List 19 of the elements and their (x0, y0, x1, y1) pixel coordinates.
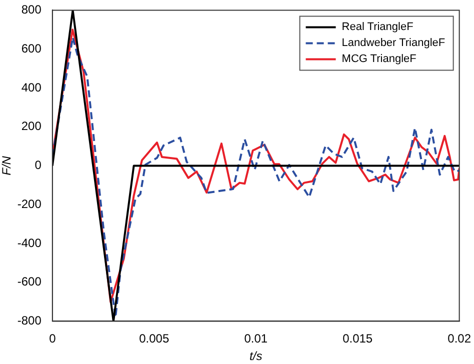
legend-label: Real TriangleF (342, 21, 414, 34)
y-tick-label: 800 (21, 2, 42, 17)
y-tick-label: -200 (17, 196, 42, 211)
y-tick-label: -600 (17, 274, 42, 289)
x-axis-title: t/s (250, 349, 262, 364)
y-tick-label: 600 (21, 41, 42, 56)
y-tick-label: -400 (17, 236, 42, 250)
x-tick-label: 0.005 (139, 332, 170, 346)
y-tick-label: 0 (34, 158, 42, 172)
y-tick-label: 400 (21, 80, 42, 94)
legend-label: Landweber TriangleF (342, 37, 446, 50)
x-tick-label: 0.015 (342, 332, 373, 346)
x-tick-label: 0.02 (448, 332, 472, 346)
y-tick-label: -800 (17, 314, 42, 328)
y-axis-title: F/N (0, 156, 14, 176)
x-tick-label: 0.01 (244, 332, 268, 346)
legend-label: MCG TriangleF (342, 53, 417, 66)
x-tick-label: 0 (49, 332, 56, 346)
y-tick-label: 200 (21, 119, 42, 134)
